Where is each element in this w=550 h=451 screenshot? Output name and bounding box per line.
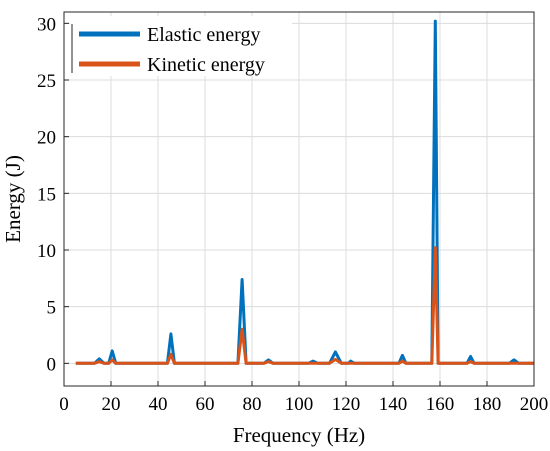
x-tick-label: 80 (243, 394, 262, 415)
x-tick-label: 40 (149, 394, 168, 415)
x-tick-label: 20 (102, 394, 121, 415)
y-tick-label: 15 (37, 184, 56, 205)
x-tick-label: 160 (426, 394, 455, 415)
y-tick-label: 10 (37, 241, 56, 262)
x-tick-label: 180 (473, 394, 502, 415)
legend: Elastic energy Kinetic energy (70, 16, 292, 76)
x-axis-label: Frequency (Hz) (233, 423, 365, 447)
x-tick-label: 120 (332, 394, 361, 415)
y-tick-label: 0 (47, 354, 57, 375)
x-tick-label: 100 (285, 394, 314, 415)
x-tick-label: 60 (196, 394, 215, 415)
y-axis-label: Energy (J) (1, 155, 25, 243)
series-layer (75, 19, 534, 365)
x-tick-label: 140 (379, 394, 408, 415)
y-tick-label: 20 (37, 128, 56, 149)
x-axis: 0 20 40 60 80 100 120 140 160 180 200 (59, 381, 548, 415)
y-tick-label: 30 (37, 14, 56, 35)
x-tick-label: 0 (59, 394, 69, 415)
y-tick-label: 25 (37, 71, 56, 92)
legend-label-elastic: Elastic energy (147, 24, 260, 46)
legend-label-kinetic: Kinetic energy (147, 54, 265, 76)
y-axis: 0 5 10 15 20 25 30 (37, 14, 69, 375)
series-line-kinetic (75, 246, 534, 365)
y-tick-label: 5 (47, 298, 57, 319)
x-tick-label: 200 (520, 394, 549, 415)
